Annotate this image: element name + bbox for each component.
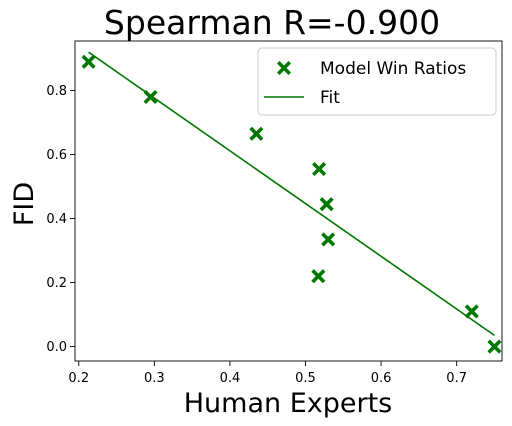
x-tick-label: 0.6 — [371, 371, 392, 386]
data-point — [487, 339, 502, 354]
x-tick-label: 0.7 — [446, 371, 467, 386]
y-tick-label: 0.4 — [46, 212, 67, 227]
legend-label-fit: Fit — [320, 88, 340, 108]
data-point — [321, 232, 336, 247]
data-point — [464, 304, 479, 319]
y-tick-label: 0.2 — [46, 276, 67, 291]
data-point — [81, 54, 96, 69]
legend-marker-x — [276, 60, 292, 76]
x-tick-label: 0.5 — [295, 371, 316, 386]
y-tick-label: 0.0 — [46, 340, 67, 355]
x-tick-label: 0.2 — [68, 371, 89, 386]
y-tick-label: 0.8 — [46, 84, 67, 99]
x-axis-label: Human Experts — [184, 388, 393, 419]
legend-marker-model-win-ratios — [276, 60, 292, 76]
y-tick-label: 0.6 — [46, 148, 67, 163]
fit-layer — [88, 51, 495, 337]
y-axis-label: FID — [9, 182, 40, 226]
x-tick-label: 0.3 — [144, 371, 165, 386]
plot-frame — [74, 40, 503, 362]
data-point — [312, 161, 327, 177]
x-tick-label: 0.4 — [220, 371, 241, 386]
plot-area: 0.2 0.3 0.4 0.5 0.6 0.7 0.0 0.2 0.4 0.6 0.8 — [46, 40, 503, 386]
legend-box — [257, 47, 497, 116]
y-axis: 0.0 0.2 0.4 0.6 0.8 — [46, 84, 75, 355]
legend-label-model-win-ratios: Model Win Ratios — [320, 59, 466, 79]
legend: Model Win Ratios Fit — [257, 47, 497, 116]
x-axis: 0.2 0.3 0.4 0.5 0.6 0.7 — [68, 361, 467, 386]
data-point — [319, 197, 334, 212]
points-layer — [81, 54, 502, 354]
data-point — [249, 126, 264, 141]
data-point — [143, 89, 158, 105]
chart-title: Spearman R=-0.900 — [104, 3, 440, 42]
fit-line — [88, 51, 495, 337]
data-point — [311, 269, 326, 284]
